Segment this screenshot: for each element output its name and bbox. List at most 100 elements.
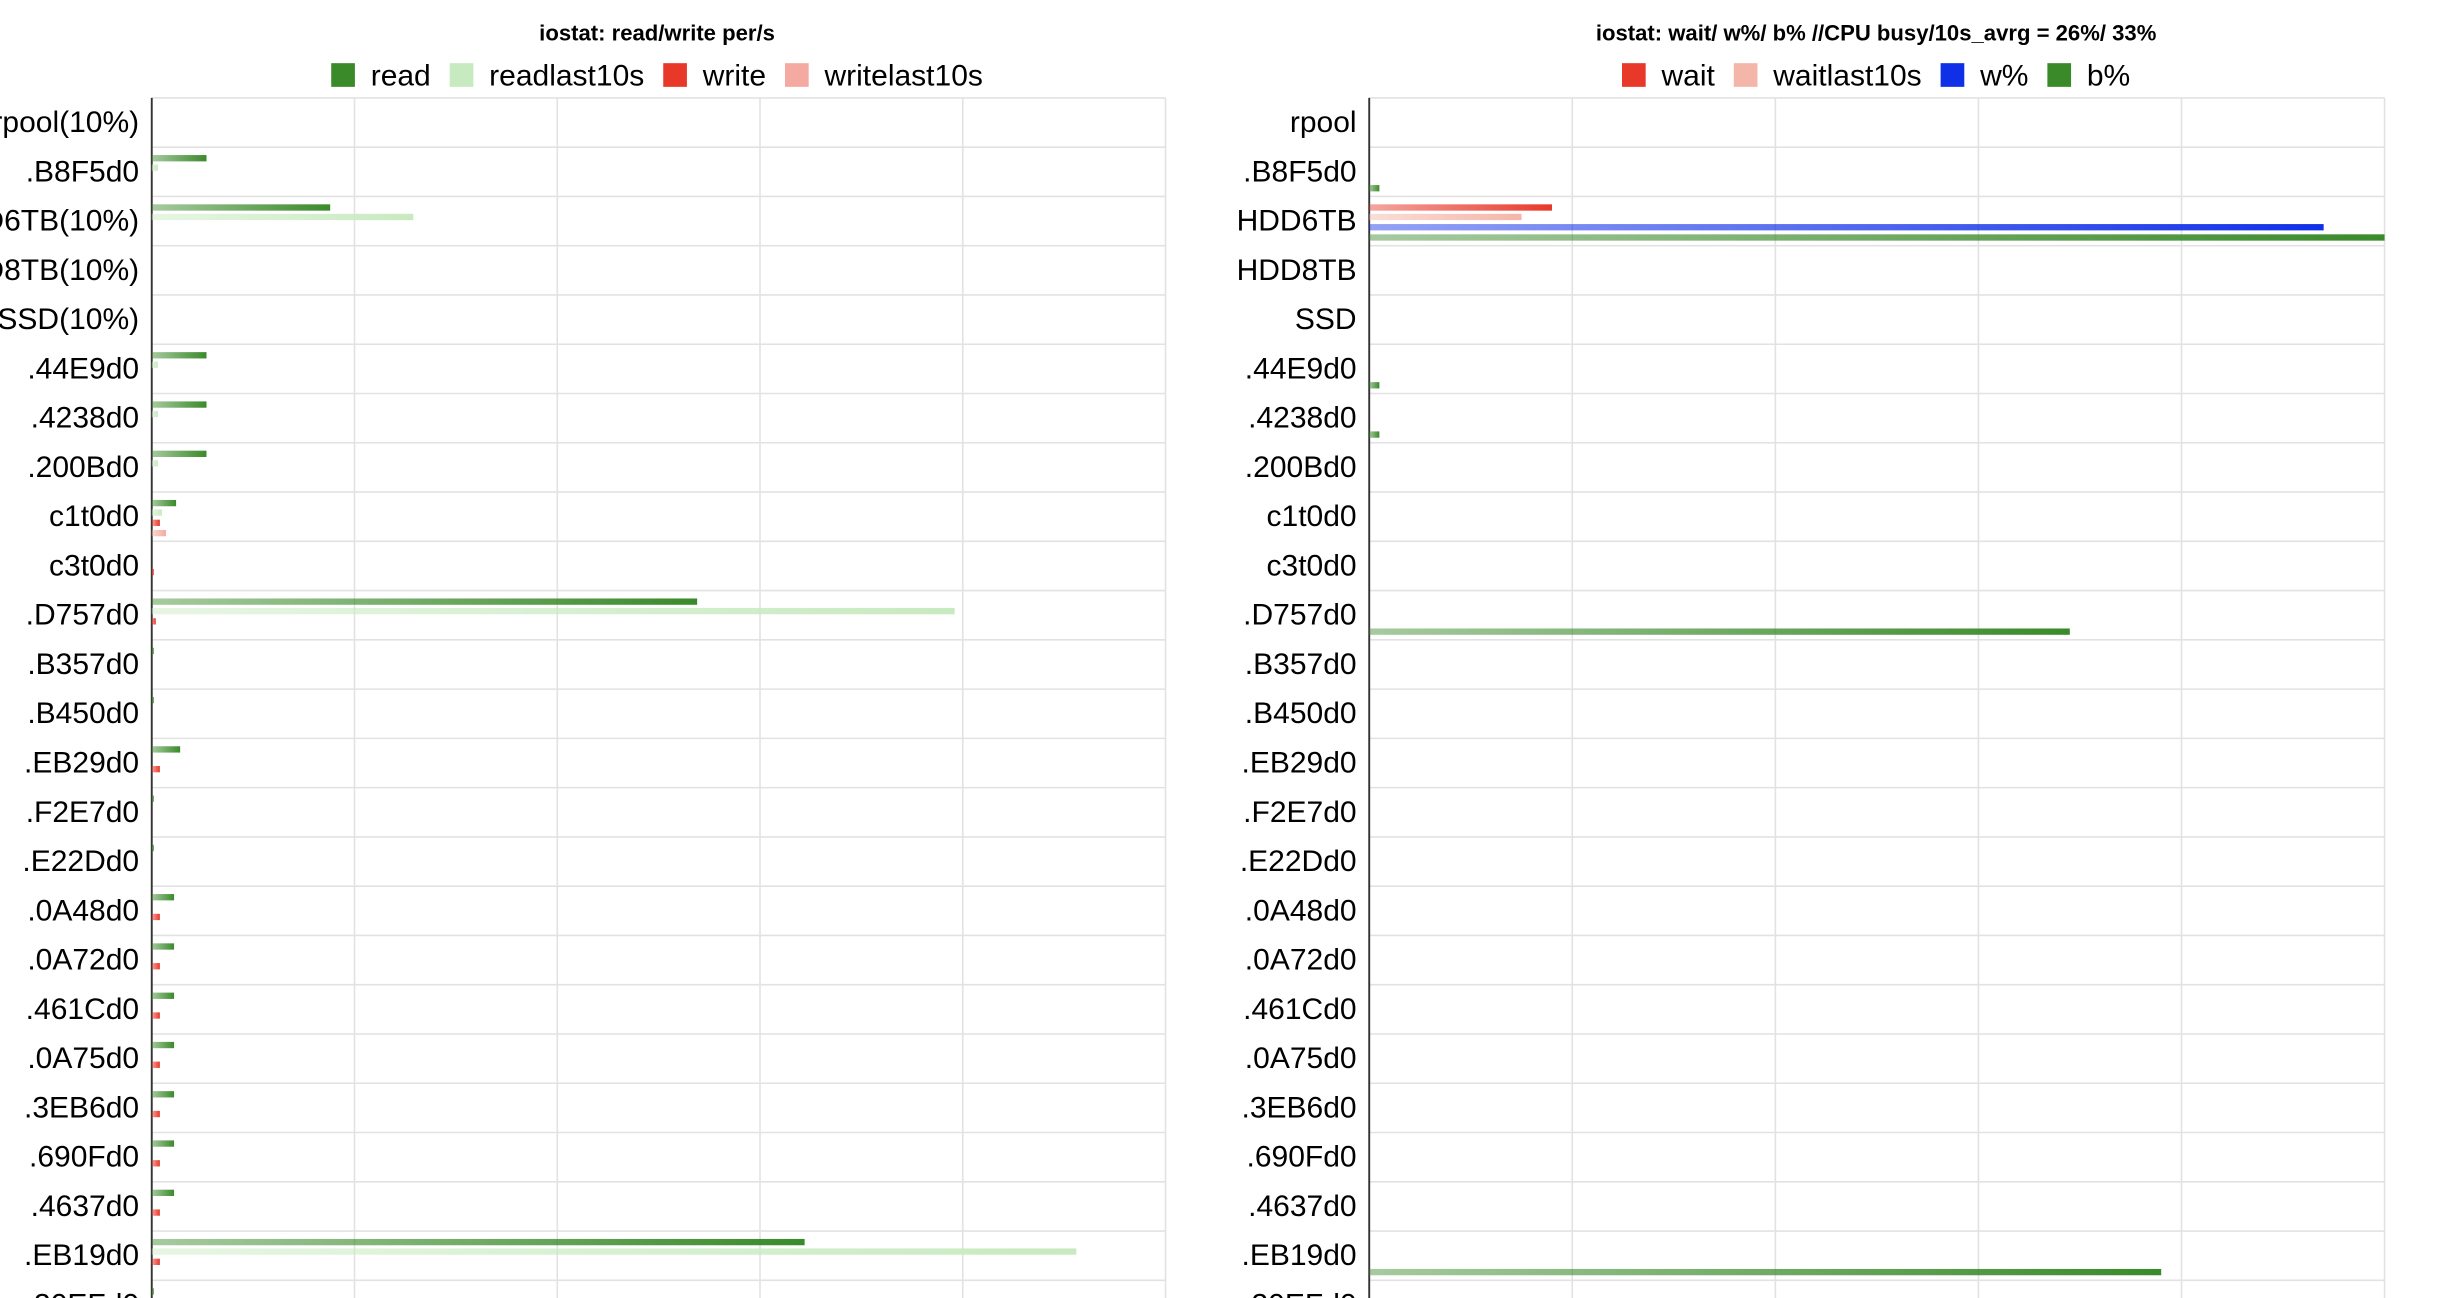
bar [151,647,154,655]
category-label: .B8F5d0 [1243,155,1356,188]
bar [1369,234,2385,241]
chart-title: iostat: read/write per/s [539,21,775,46]
category-label: SSD [1295,303,1357,336]
legend-label: readlast10s [489,59,644,92]
legend-label: b% [2087,59,2130,92]
bar [151,963,160,970]
category-label: .B450d0 [27,697,139,730]
category-label: .3EB6d0 [24,1091,139,1124]
bar [151,1248,1077,1255]
category-label: .0A48d0 [27,894,139,927]
category-label: .0A75d0 [27,1042,139,1075]
bar [151,943,175,950]
bar [151,164,158,171]
category-label: SSD(10%) [0,303,139,336]
category-label: .4238d0 [1248,402,1356,435]
legend-swatch [1733,63,1758,87]
bar [151,568,154,576]
category-label: rpool(10%) [0,106,139,139]
legend-label: wait [1660,59,1715,92]
category-label: .B357d0 [1245,648,1357,681]
legend-label: writelast10s [823,59,982,92]
legend: read readlast10s write writelast10s [331,59,983,92]
category-label: c3t0d0 [1267,549,1357,582]
bar [151,1012,160,1019]
category-label: .0A72d0 [27,944,139,977]
bar [151,1140,175,1147]
bar [1369,224,2324,231]
category-label: .EB29d0 [24,747,139,780]
legend-label: w% [1979,59,2028,92]
bar [151,509,162,516]
category-label: rpool [1290,106,1357,139]
category-label: .0A48d0 [1245,894,1357,927]
category-label: .EB19d0 [24,1239,139,1272]
category-label: c1t0d0 [1267,500,1357,533]
category-label: .30EFd0 [26,1288,139,1298]
bar [151,1041,175,1049]
category-label: .690Fd0 [29,1141,139,1174]
bar [151,410,158,418]
bar [151,607,955,615]
legend-swatch [1621,63,1646,87]
bar [151,460,158,467]
category-label: .EB29d0 [1241,747,1356,780]
chart-title: iostat: wait/ w%/ b% //CPU busy/10s_avrg… [1596,21,2157,46]
category-label: .D757d0 [1243,599,1356,632]
category-label: .4238d0 [31,402,139,435]
bar [151,746,181,753]
legend-swatch [449,63,474,87]
legend-swatch [1940,63,1965,87]
bar [151,1209,160,1216]
legend: wait waitlast10s w% b% [1621,59,2130,92]
bar [151,519,160,526]
bar [151,155,207,162]
bar [151,1288,154,1295]
category-label: .461Cd0 [1243,993,1356,1026]
bar [151,1091,175,1098]
category-label: .3EB6d0 [1241,1091,1356,1124]
category-label: .30EFd0 [1243,1288,1356,1298]
legend-label: write [702,59,766,92]
category-label: .F2E7d0 [26,796,139,829]
bar [1369,213,1522,221]
bar [151,598,698,605]
bar [151,401,207,408]
bar [151,1238,805,1246]
bar [151,352,207,359]
category-label: .D757d0 [26,599,139,632]
bar [1369,382,1380,389]
bar [1369,628,2070,635]
bar [151,766,160,773]
bar [151,894,175,901]
category-label: .E22Dd0 [1240,845,1357,878]
category-label: .200Bd0 [27,451,139,484]
bar [151,450,207,457]
category-label: .B8F5d0 [26,155,139,188]
category-label: .44E9d0 [1245,352,1357,385]
bar [151,1110,160,1118]
bar [1369,204,1552,211]
category-label: .461Cd0 [26,993,139,1026]
category-label: .B450d0 [1245,697,1357,730]
category-label: c1t0d0 [49,500,139,533]
bar [1369,431,1380,438]
category-label: .200Bd0 [1245,451,1357,484]
category-label: HDD8TB(10%) [0,254,139,287]
bar [151,913,160,921]
legend-swatch [2047,63,2072,87]
bar [151,697,154,704]
bar [151,204,331,211]
category-label: HDD6TB [1237,205,1357,238]
category-label: .4637d0 [31,1190,139,1223]
bar [1369,185,1380,192]
category-label: .F2E7d0 [1243,796,1356,829]
bar [151,795,154,802]
category-label: c3t0d0 [49,549,139,582]
bar [151,1258,160,1265]
bar [151,1061,160,1068]
legend-label: read [371,59,431,92]
bar [1369,1268,2162,1276]
legend-label: waitlast10s [1772,59,1921,92]
